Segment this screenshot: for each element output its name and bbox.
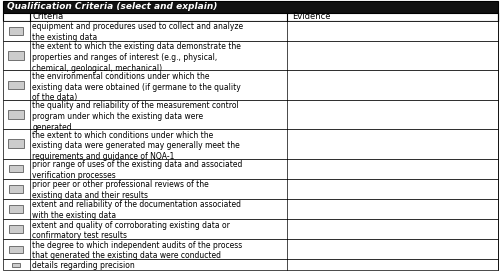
Bar [9, 246, 23, 253]
Bar [2, 159, 498, 179]
Text: extent and reliability of the documentation associated
with the existing data: extent and reliability of the documentat… [32, 200, 241, 220]
Text: the quality and reliability of the measurement control
program under which the e: the quality and reliability of the measu… [32, 101, 239, 132]
Bar [8, 80, 24, 89]
Bar [2, 129, 498, 159]
Bar [9, 205, 23, 213]
Bar [9, 225, 23, 233]
Bar [2, 199, 498, 219]
Bar [8, 139, 24, 148]
Bar [2, 21, 498, 41]
Text: extent and quality of corroborating existing data or
confirmatory test results: extent and quality of corroborating exis… [32, 221, 230, 240]
Text: the extent to which conditions under which the
existing data were generated may : the extent to which conditions under whi… [32, 131, 240, 161]
Bar [2, 70, 498, 100]
Text: Evidence: Evidence [292, 12, 331, 21]
Text: details regarding precision: details regarding precision [32, 261, 135, 270]
Text: prior range of uses of the existing data and associated
verification processes: prior range of uses of the existing data… [32, 160, 242, 180]
Bar [2, 259, 498, 270]
Bar [8, 110, 24, 119]
Bar [2, 41, 498, 70]
Bar [2, 100, 498, 129]
Bar [2, 179, 498, 199]
Bar [12, 263, 20, 267]
Bar [8, 51, 24, 60]
Bar [9, 165, 23, 172]
Text: the environmental conditions under which the
existing data were obtained (if ger: the environmental conditions under which… [32, 72, 241, 102]
Bar [2, 12, 498, 21]
Text: prior peer or other professional reviews of the
existing data and their results: prior peer or other professional reviews… [32, 180, 209, 200]
Text: Qualification Criteria (select and explain): Qualification Criteria (select and expla… [6, 2, 217, 11]
Bar [9, 185, 23, 193]
Text: equipment and procedures used to collect and analyze
the existing data: equipment and procedures used to collect… [32, 22, 244, 42]
Bar [2, 1, 498, 12]
Text: Criteria: Criteria [32, 12, 64, 21]
Bar [2, 219, 498, 239]
Bar [9, 27, 23, 35]
Bar [2, 239, 498, 259]
Text: the degree to which independent audits of the process
that generated the existin: the degree to which independent audits o… [32, 241, 242, 260]
Text: the extent to which the existing data demonstrate the
properties and ranges of i: the extent to which the existing data de… [32, 42, 241, 73]
